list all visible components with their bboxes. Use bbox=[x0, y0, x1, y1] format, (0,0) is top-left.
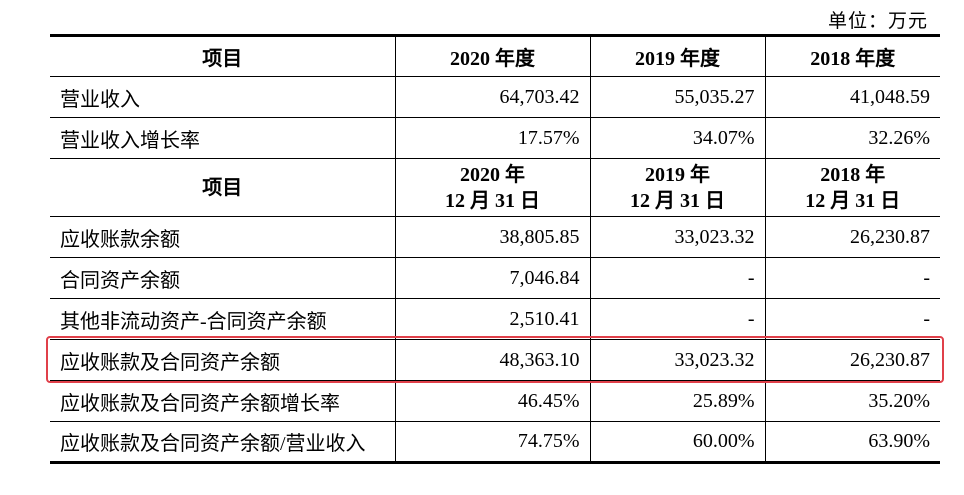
table-row: 营业收入增长率 17.57% 34.07% 32.26% bbox=[50, 117, 940, 159]
header-year: 2019 年 bbox=[645, 163, 710, 186]
cell-2019: 33,023.32 bbox=[589, 339, 766, 381]
cell-2019: 33,023.32 bbox=[589, 216, 766, 258]
cell-2020: 64,703.42 bbox=[394, 76, 591, 118]
table-row: 应收账款余额 38,805.85 33,023.32 26,230.87 bbox=[50, 216, 940, 258]
cell-2020: 46.45% bbox=[394, 380, 591, 422]
header-2018-dec31: 2018 年 12 月 31 日 bbox=[764, 158, 940, 217]
unit-label: 单位：万元 bbox=[827, 11, 928, 32]
cell-2018: 35.20% bbox=[764, 380, 940, 422]
row-label: 应收账款及合同资产余额/营业收入 bbox=[50, 421, 396, 463]
header-row-annual: 项目 2020 年度 2019 年度 2018 年度 bbox=[50, 35, 940, 77]
cell-2018: 41,048.59 bbox=[764, 76, 940, 118]
cell-2018: 26,230.87 bbox=[764, 339, 940, 381]
cell-2020: 74.75% bbox=[394, 421, 591, 463]
header-2019-dec31: 2019 年 12 月 31 日 bbox=[589, 158, 766, 217]
header-item: 项目 bbox=[50, 158, 396, 217]
header-2020-dec31: 2020 年 12 月 31 日 bbox=[394, 158, 591, 217]
header-2020: 2020 年度 bbox=[394, 35, 591, 77]
row-label: 应收账款及合同资产余额 bbox=[50, 339, 396, 381]
cell-2020: 7,046.84 bbox=[394, 257, 591, 299]
cell-2018: 63.90% bbox=[764, 421, 940, 463]
row-label: 应收账款及合同资产余额增长率 bbox=[50, 380, 396, 422]
cell-2020: 38,805.85 bbox=[394, 216, 591, 258]
header-item: 项目 bbox=[50, 35, 396, 77]
header-date: 12 月 31 日 bbox=[630, 189, 725, 212]
table-row-highlighted: 应收账款及合同资产余额 48,363.10 33,023.32 26,230.8… bbox=[50, 339, 940, 381]
row-label: 营业收入 bbox=[50, 76, 396, 118]
header-date: 12 月 31 日 bbox=[805, 189, 901, 212]
cell-2018: 26,230.87 bbox=[764, 216, 940, 258]
cell-2019: 60.00% bbox=[589, 421, 766, 463]
row-label: 应收账款余额 bbox=[50, 216, 396, 258]
cell-2019: 25.89% bbox=[589, 380, 766, 422]
cell-2019: - bbox=[589, 298, 766, 340]
cell-2020: 48,363.10 bbox=[394, 339, 591, 381]
cell-2019: - bbox=[589, 257, 766, 299]
row-label: 合同资产余额 bbox=[50, 257, 396, 299]
header-year: 2018 年 bbox=[820, 163, 886, 186]
cell-2020: 17.57% bbox=[394, 117, 591, 159]
table-row: 应收账款及合同资产余额/营业收入 74.75% 60.00% 63.90% bbox=[50, 421, 940, 463]
header-row-balance: 项目 2020 年 12 月 31 日 2019 年 12 月 31 日 201… bbox=[50, 158, 940, 217]
financial-table: 项目 2020 年度 2019 年度 2018 年度 营业收入 64,703.4… bbox=[50, 34, 940, 464]
table-row: 营业收入 64,703.42 55,035.27 41,048.59 bbox=[50, 76, 940, 118]
cell-2020: 2,510.41 bbox=[394, 298, 591, 340]
header-2018: 2018 年度 bbox=[764, 35, 940, 77]
cell-2018: 32.26% bbox=[764, 117, 940, 159]
cell-2018: - bbox=[764, 298, 940, 340]
cell-2019: 34.07% bbox=[589, 117, 766, 159]
table-row: 其他非流动资产-合同资产余额 2,510.41 - - bbox=[50, 298, 940, 340]
row-label: 营业收入增长率 bbox=[50, 117, 396, 159]
row-label: 其他非流动资产-合同资产余额 bbox=[50, 298, 396, 340]
header-2019: 2019 年度 bbox=[589, 35, 766, 77]
table-row: 应收账款及合同资产余额增长率 46.45% 25.89% 35.20% bbox=[50, 380, 940, 422]
header-year: 2020 年 bbox=[460, 163, 525, 186]
header-date: 12 月 31 日 bbox=[445, 189, 540, 212]
table-row: 合同资产余额 7,046.84 - - bbox=[50, 257, 940, 299]
cell-2018: - bbox=[764, 257, 940, 299]
cell-2019: 55,035.27 bbox=[589, 76, 766, 118]
